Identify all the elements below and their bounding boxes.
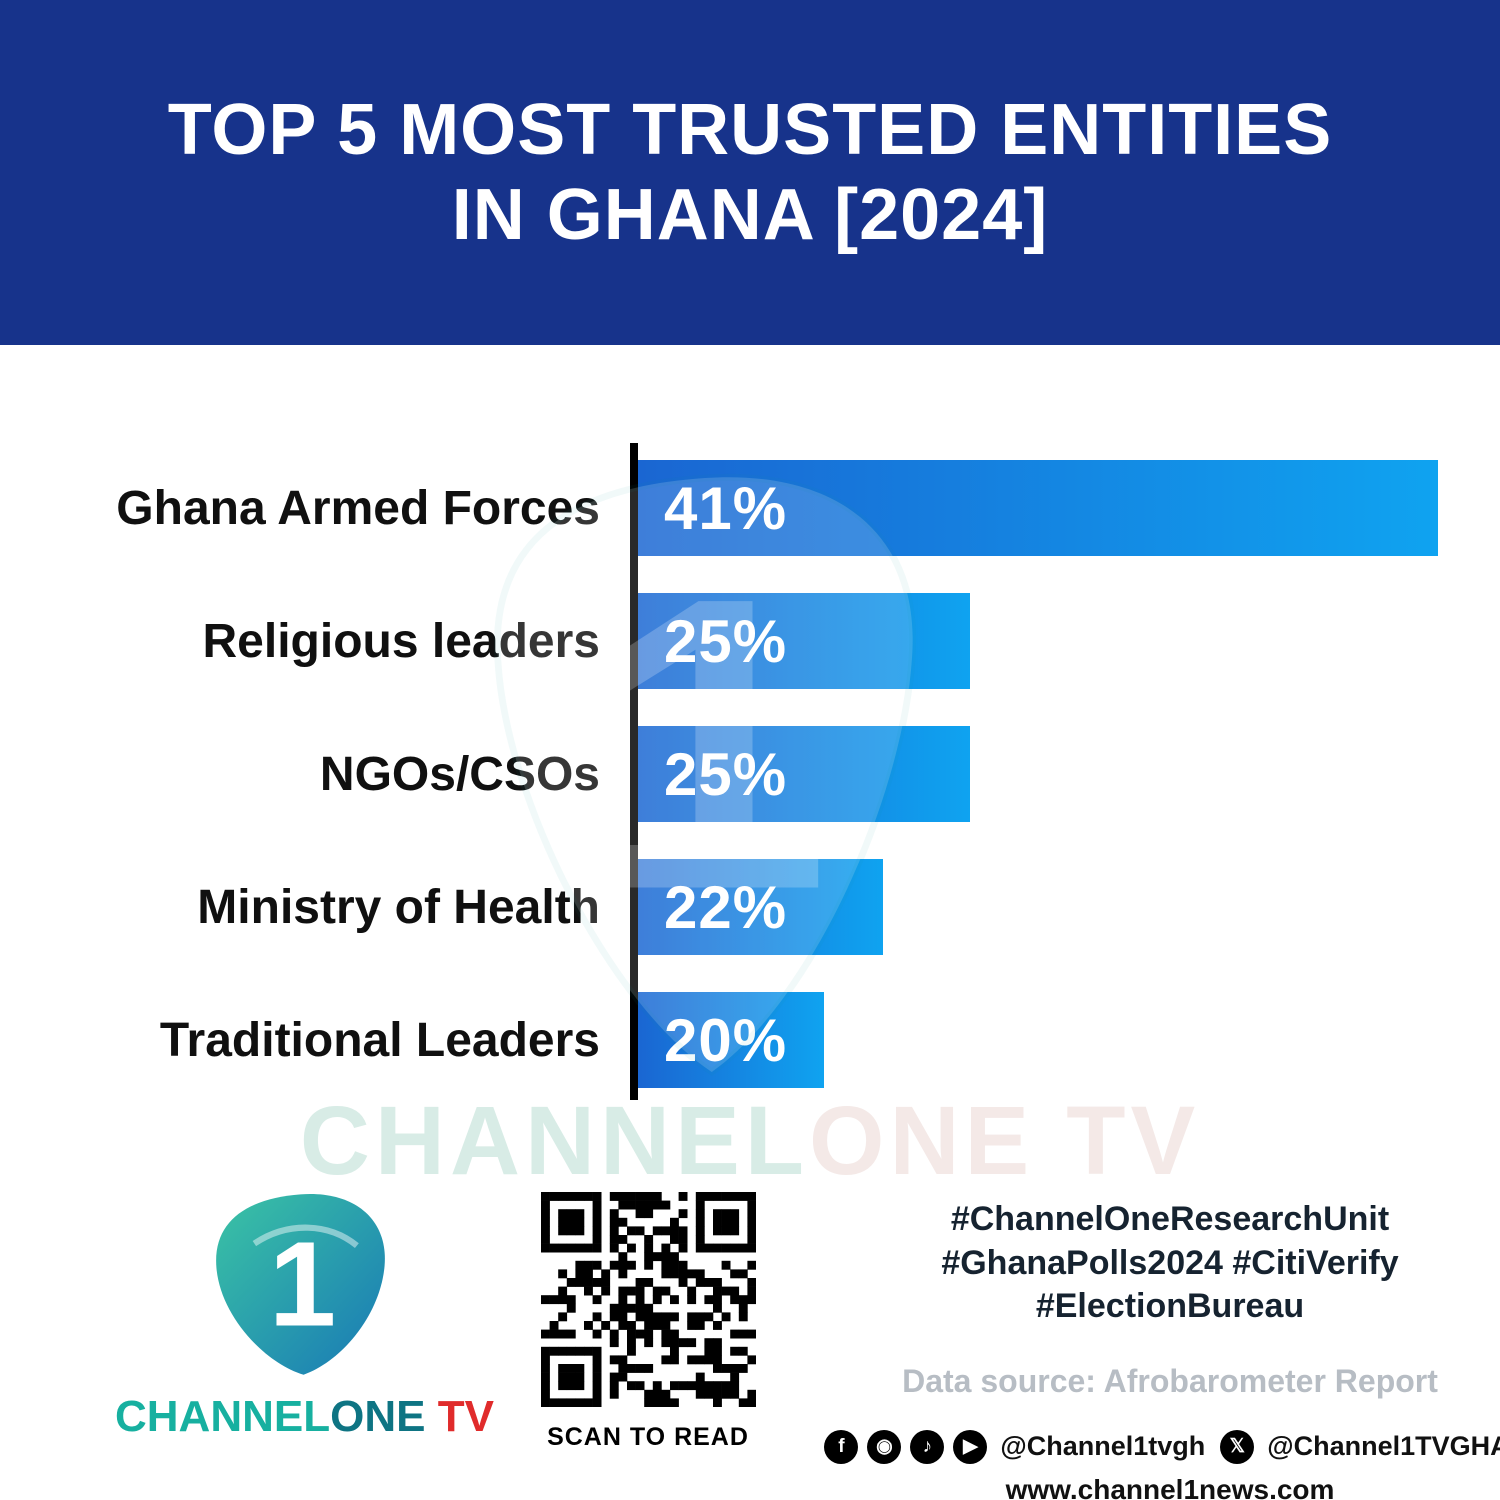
channel-watermark-text: CHANNELONE TV [0,1085,1500,1197]
page-title-line1: TOP 5 MOST TRUSTED ENTITIES [167,89,1333,170]
social-handle-main: @Channel1tvgh [1000,1431,1206,1462]
bar: 25% [638,726,970,822]
y-axis-line [630,443,638,1100]
bar: 41% [638,460,1438,556]
qr-code [540,1192,756,1408]
hashtags-line2: #GhanaPolls2024 #CitiVerify [941,1243,1399,1282]
category-label: Ministry of Health [197,880,600,934]
value-label: 22% [664,873,788,941]
chart-row: Ghana Armed Forces 41% [0,460,1500,556]
hashtags-line1: #ChannelOneResearchUnit [950,1200,1390,1238]
chart-row: Ministry of Health 22% [0,859,1500,955]
qr-caption: SCAN TO READ [547,1423,749,1451]
category-label: NGOs/CSOs [319,747,600,801]
logo-wordmark-tv: TV [425,1392,494,1441]
website-url: www.channel1news.com [1005,1473,1335,1500]
chart-row: Traditional Leaders 20% [0,992,1500,1088]
header-band: TOP 5 MOST TRUSTED ENTITIES IN GHANA [20… [0,0,1500,345]
bar: 22% [638,859,883,955]
logo-numeral: 1 [268,1217,335,1352]
value-label: 25% [664,740,788,808]
logo-wordmark-channel: CHANNEL [115,1392,331,1441]
x-icon: 𝕏 [1220,1429,1255,1464]
instagram-icon: ◉ [867,1429,902,1464]
value-label: 25% [664,607,788,675]
bar: 25% [638,593,970,689]
social-handle-x: @Channel1TVGHA [1267,1431,1500,1462]
category-label: Religious leaders [202,614,600,668]
youtube-icon: ▶ [953,1429,988,1464]
tiktok-icon: ♪ [910,1429,945,1464]
logo-wordmark: CHANNELONE TV [115,1392,494,1442]
category-label: Ghana Armed Forces [116,481,600,535]
page-title-line2: IN GHANA [2024] [451,174,1049,255]
data-source-note: Data source: Afrobarometer Report [902,1362,1438,1399]
chart-row: Religious leaders 25% [0,593,1500,689]
qr-block: SCAN TO READ [537,1192,759,1452]
watermark-part2: ONE TV [809,1086,1201,1195]
channel-one-logo-icon: 1 [215,1193,385,1375]
watermark-part1: CHANNEL [299,1086,810,1195]
bar: 20% [638,992,824,1088]
facebook-icon: f [824,1429,859,1464]
logo-wordmark-one: ONE [330,1392,426,1441]
social-row: f ◉ ♪ ▶ @Channel1tvgh 𝕏 @Channel1TVGHA [824,1429,1500,1464]
category-label: Traditional Leaders [159,1013,600,1067]
value-label: 20% [664,1006,788,1074]
chart-row: NGOs/CSOs 25% [0,726,1500,822]
footer-info-block: #ChannelOneResearchUnit #GhanaPolls2024 … [824,1198,1500,1500]
hashtags-line3: #ElectionBureau [1035,1287,1305,1326]
channel-one-logo-block: 1 CHANNELONE TV [115,1180,494,1442]
value-label: 41% [664,474,788,542]
